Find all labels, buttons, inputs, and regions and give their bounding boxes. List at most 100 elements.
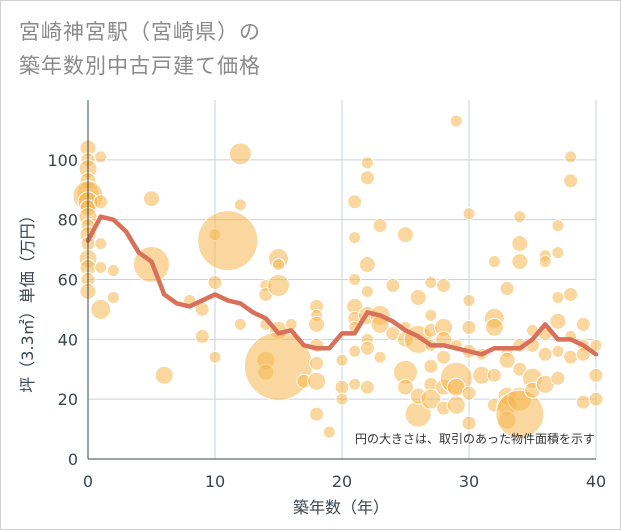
data-bubble	[549, 312, 567, 330]
data-bubble	[348, 377, 362, 391]
data-bubble	[207, 274, 223, 290]
data-bubble	[424, 308, 438, 322]
data-bubble	[359, 379, 375, 395]
data-bubble	[449, 114, 463, 128]
data-bubble	[154, 365, 174, 385]
data-bubble	[106, 290, 120, 304]
data-bubble	[334, 379, 350, 395]
trend-layer	[85, 214, 599, 357]
data-bubble	[322, 425, 336, 439]
data-bubble	[563, 173, 579, 189]
data-bubble	[372, 218, 388, 234]
data-bubble	[335, 392, 349, 406]
data-bubble	[575, 316, 591, 332]
data-bubble	[423, 358, 439, 374]
size-note: 円の大きさは、取引のあった物件面積を示す	[355, 431, 595, 446]
data-bubble	[436, 349, 452, 365]
x-axis-label: 築年数（年）	[293, 498, 389, 517]
data-bubble	[385, 277, 401, 293]
data-bubble	[551, 246, 565, 260]
data-bubble	[499, 280, 515, 296]
data-bubble	[462, 207, 476, 221]
data-bubble	[267, 273, 290, 297]
data-bubble	[513, 210, 527, 224]
data-bubble	[348, 231, 362, 245]
data-bubble	[94, 150, 108, 164]
data-bubble	[307, 371, 327, 391]
data-bubble	[233, 198, 247, 212]
trend-line	[85, 214, 599, 357]
data-bubble	[589, 338, 603, 352]
data-bubble	[335, 353, 349, 367]
data-bubble	[397, 378, 414, 396]
data-bubble	[94, 237, 108, 251]
data-bubble	[359, 340, 375, 356]
data-bubble	[461, 319, 477, 335]
y-tick-label: 40	[58, 330, 78, 349]
data-bubble	[551, 219, 565, 233]
data-bubble	[348, 344, 362, 358]
chart-title: 宮崎神宮駅（宮崎県）の 築年数別中古戸建て価格	[19, 15, 261, 83]
data-bubble	[197, 210, 259, 272]
x-tick-label: 20	[332, 472, 352, 491]
y-tick-label: 80	[58, 211, 78, 230]
data-bubble	[588, 367, 604, 383]
data-bubble	[228, 142, 252, 166]
data-bubble	[359, 170, 375, 186]
data-bubble	[272, 258, 285, 272]
data-bubble	[588, 391, 604, 407]
data-bubble	[194, 328, 210, 344]
data-bubble	[208, 350, 222, 364]
data-bubble	[348, 273, 362, 286]
x-tick-label: 0	[83, 472, 93, 491]
data-bubble	[563, 349, 579, 365]
data-bubble	[462, 293, 476, 307]
x-tick-label: 30	[459, 472, 479, 491]
data-bubble	[563, 286, 579, 302]
data-bubble	[358, 256, 376, 274]
data-bubble	[233, 317, 247, 331]
data-bubble	[360, 284, 374, 298]
data-bubble	[498, 351, 516, 369]
y-tick-label: 60	[58, 271, 78, 290]
data-bubble	[436, 277, 452, 293]
data-bubble	[461, 385, 477, 401]
data-bubble	[511, 253, 529, 271]
y-tick-label: 0	[68, 450, 78, 469]
data-bubble	[538, 255, 552, 269]
bubble-layer	[72, 114, 604, 439]
axes: 0 20 40 60 80 100 0 10 20 30 40	[47, 100, 606, 491]
data-bubble	[550, 370, 566, 386]
data-bubble	[461, 415, 477, 431]
chart-title-line1: 宮崎神宮駅（宮崎県）の	[19, 20, 261, 44]
data-bubble	[347, 194, 363, 210]
data-bubble	[308, 315, 326, 333]
data-bubble	[360, 156, 374, 170]
data-bubble	[512, 361, 528, 377]
y-axis-label: 坪（3.3㎡）単価（万円）	[18, 207, 37, 392]
data-bubble	[511, 235, 529, 253]
data-bubble	[309, 355, 325, 371]
chart-title-line2: 築年数別中古戸建て価格	[19, 54, 261, 78]
data-bubble	[495, 389, 545, 439]
data-bubble	[143, 190, 160, 208]
data-bubble	[94, 261, 108, 275]
data-bubble	[409, 288, 427, 306]
data-bubble	[487, 255, 501, 269]
data-bubble	[551, 344, 565, 358]
data-bubble	[420, 388, 442, 410]
y-tick-label: 20	[58, 390, 78, 409]
x-tick-label: 40	[586, 472, 606, 491]
data-bubble	[486, 367, 502, 383]
data-bubble	[397, 226, 414, 244]
data-bubble	[93, 194, 109, 210]
y-tick-label: 100	[47, 151, 78, 170]
data-bubble	[564, 150, 578, 164]
data-bubble	[537, 346, 553, 362]
data-bubble	[106, 264, 120, 278]
data-bubble	[424, 275, 438, 289]
data-bubble	[446, 395, 466, 415]
x-tick-label: 10	[205, 472, 225, 491]
data-bubble	[551, 290, 565, 304]
